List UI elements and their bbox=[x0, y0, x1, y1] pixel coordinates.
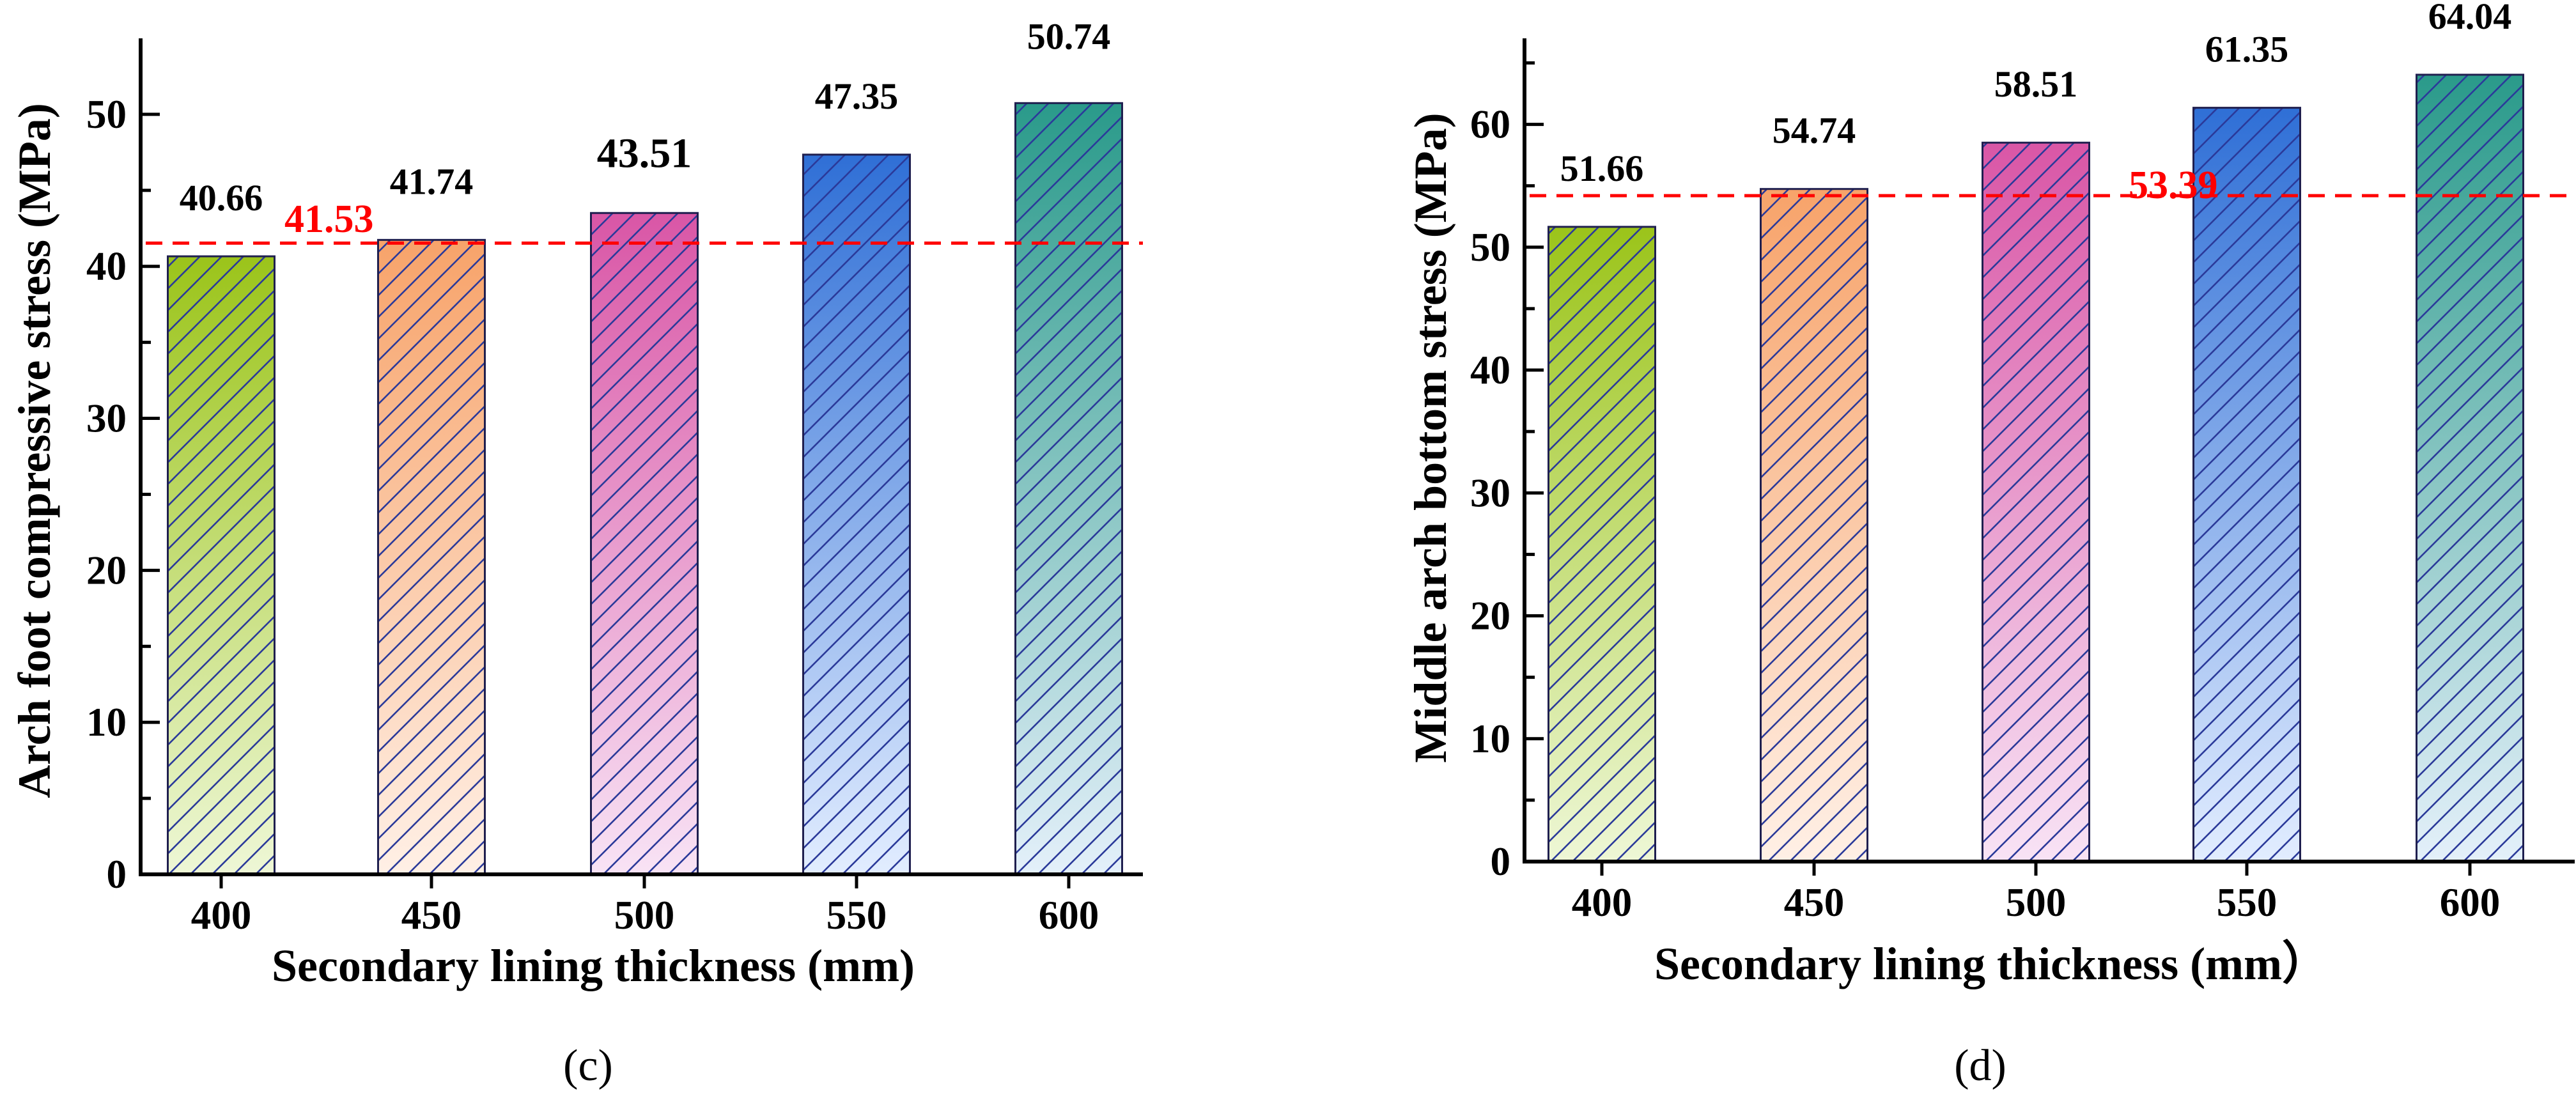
bar-500 bbox=[590, 212, 699, 876]
y-tick-label: 20 bbox=[1470, 594, 1510, 639]
bar-550 bbox=[802, 153, 911, 876]
y-tick-label: 50 bbox=[86, 92, 127, 137]
bar-hatch bbox=[378, 240, 485, 874]
chart-panel-c: 40.66 41.74 43.51 47.35 50.74 41.53 0 10 20 30 40 5… bbox=[9, 15, 1143, 1090]
value-label: 54.74 bbox=[1773, 110, 1856, 151]
bar-500 bbox=[1982, 141, 2090, 863]
x-tick-label: 550 bbox=[2217, 880, 2277, 925]
bar-600 bbox=[2416, 74, 2524, 863]
x-tick-label: 450 bbox=[401, 893, 462, 938]
bar-hatch bbox=[591, 213, 698, 875]
value-label: 40.66 bbox=[180, 177, 263, 219]
x-axis-title-c: Secondary lining thickness (mm) bbox=[272, 940, 915, 991]
value-label: 58.51 bbox=[1994, 63, 2078, 105]
x-tick-label: 600 bbox=[1039, 893, 1099, 938]
x-tick-label: 500 bbox=[614, 893, 675, 938]
y-tick-label: 20 bbox=[86, 548, 127, 592]
value-label: 50.74 bbox=[1027, 15, 1111, 57]
y-axis-title-d: Middle arch bottom stress (MPa) bbox=[1405, 112, 1456, 763]
y-tick-label: 0 bbox=[107, 852, 127, 897]
bar-hatch bbox=[803, 154, 910, 874]
bar-hatch bbox=[1982, 143, 2090, 862]
y-tick-label: 40 bbox=[1470, 348, 1510, 392]
value-label: 51.66 bbox=[1560, 148, 1644, 189]
x-tick-label: 600 bbox=[2440, 880, 2501, 925]
x-axis-title-d: Secondary lining thickness (mm） bbox=[1654, 938, 2328, 989]
value-label: 47.35 bbox=[815, 75, 899, 117]
bar-hatch bbox=[1015, 103, 1122, 874]
value-label: 41.74 bbox=[390, 160, 474, 202]
y-tick-label: 40 bbox=[86, 244, 127, 289]
y-tick-label: 30 bbox=[1470, 470, 1510, 515]
value-label: 64.04 bbox=[2428, 0, 2512, 37]
x-tick-label: 400 bbox=[1572, 880, 1633, 925]
y-axis-title-c: Arch foot compressive stress (MPa) bbox=[9, 103, 60, 798]
reference-value-label: 41.53 bbox=[284, 197, 374, 241]
y-tick-label: 10 bbox=[86, 700, 127, 745]
bar-450 bbox=[1760, 188, 1868, 863]
x-tick-label: 450 bbox=[1784, 880, 1845, 925]
plot-area-c: 40.66 41.74 43.51 47.35 50.74 41.53 0 10 20 30 40 5… bbox=[86, 15, 1143, 938]
y-tick-label: 30 bbox=[86, 396, 127, 441]
bar-hatch bbox=[2416, 74, 2524, 862]
y-tick-label: 0 bbox=[1491, 839, 1511, 884]
y-tick-label: 60 bbox=[1470, 102, 1510, 147]
reference-value-label: 53.39 bbox=[2129, 164, 2218, 207]
x-tick-label: 400 bbox=[191, 893, 252, 938]
bar-600 bbox=[1014, 102, 1123, 876]
bar-hatch bbox=[1548, 226, 1656, 862]
y-tick-label: 50 bbox=[1470, 225, 1510, 270]
bar-hatch bbox=[167, 256, 275, 875]
x-tick-label: 550 bbox=[826, 893, 887, 938]
bar-450 bbox=[377, 238, 486, 876]
value-label: 43.51 bbox=[597, 130, 692, 176]
plot-area-d: 51.66 54.74 58.51 61.35 64.04 53.39 0 10 20 30 40 5… bbox=[1470, 0, 2575, 925]
bar-hatch bbox=[2193, 107, 2301, 862]
panel-label-c: (c) bbox=[563, 1041, 613, 1090]
chart-panel-d: 51.66 54.74 58.51 61.35 64.04 53.39 0 10 20 30 40 5… bbox=[1405, 0, 2575, 1090]
value-label: 61.35 bbox=[2205, 29, 2289, 70]
panel-label-d: (d) bbox=[1954, 1041, 2006, 1090]
bar-hatch bbox=[1760, 189, 1868, 862]
x-tick-label: 500 bbox=[2006, 880, 2067, 925]
y-tick-label: 10 bbox=[1470, 716, 1510, 761]
bar-550 bbox=[2192, 107, 2301, 863]
bar-400 bbox=[167, 255, 275, 876]
bar-400 bbox=[1548, 226, 1656, 863]
